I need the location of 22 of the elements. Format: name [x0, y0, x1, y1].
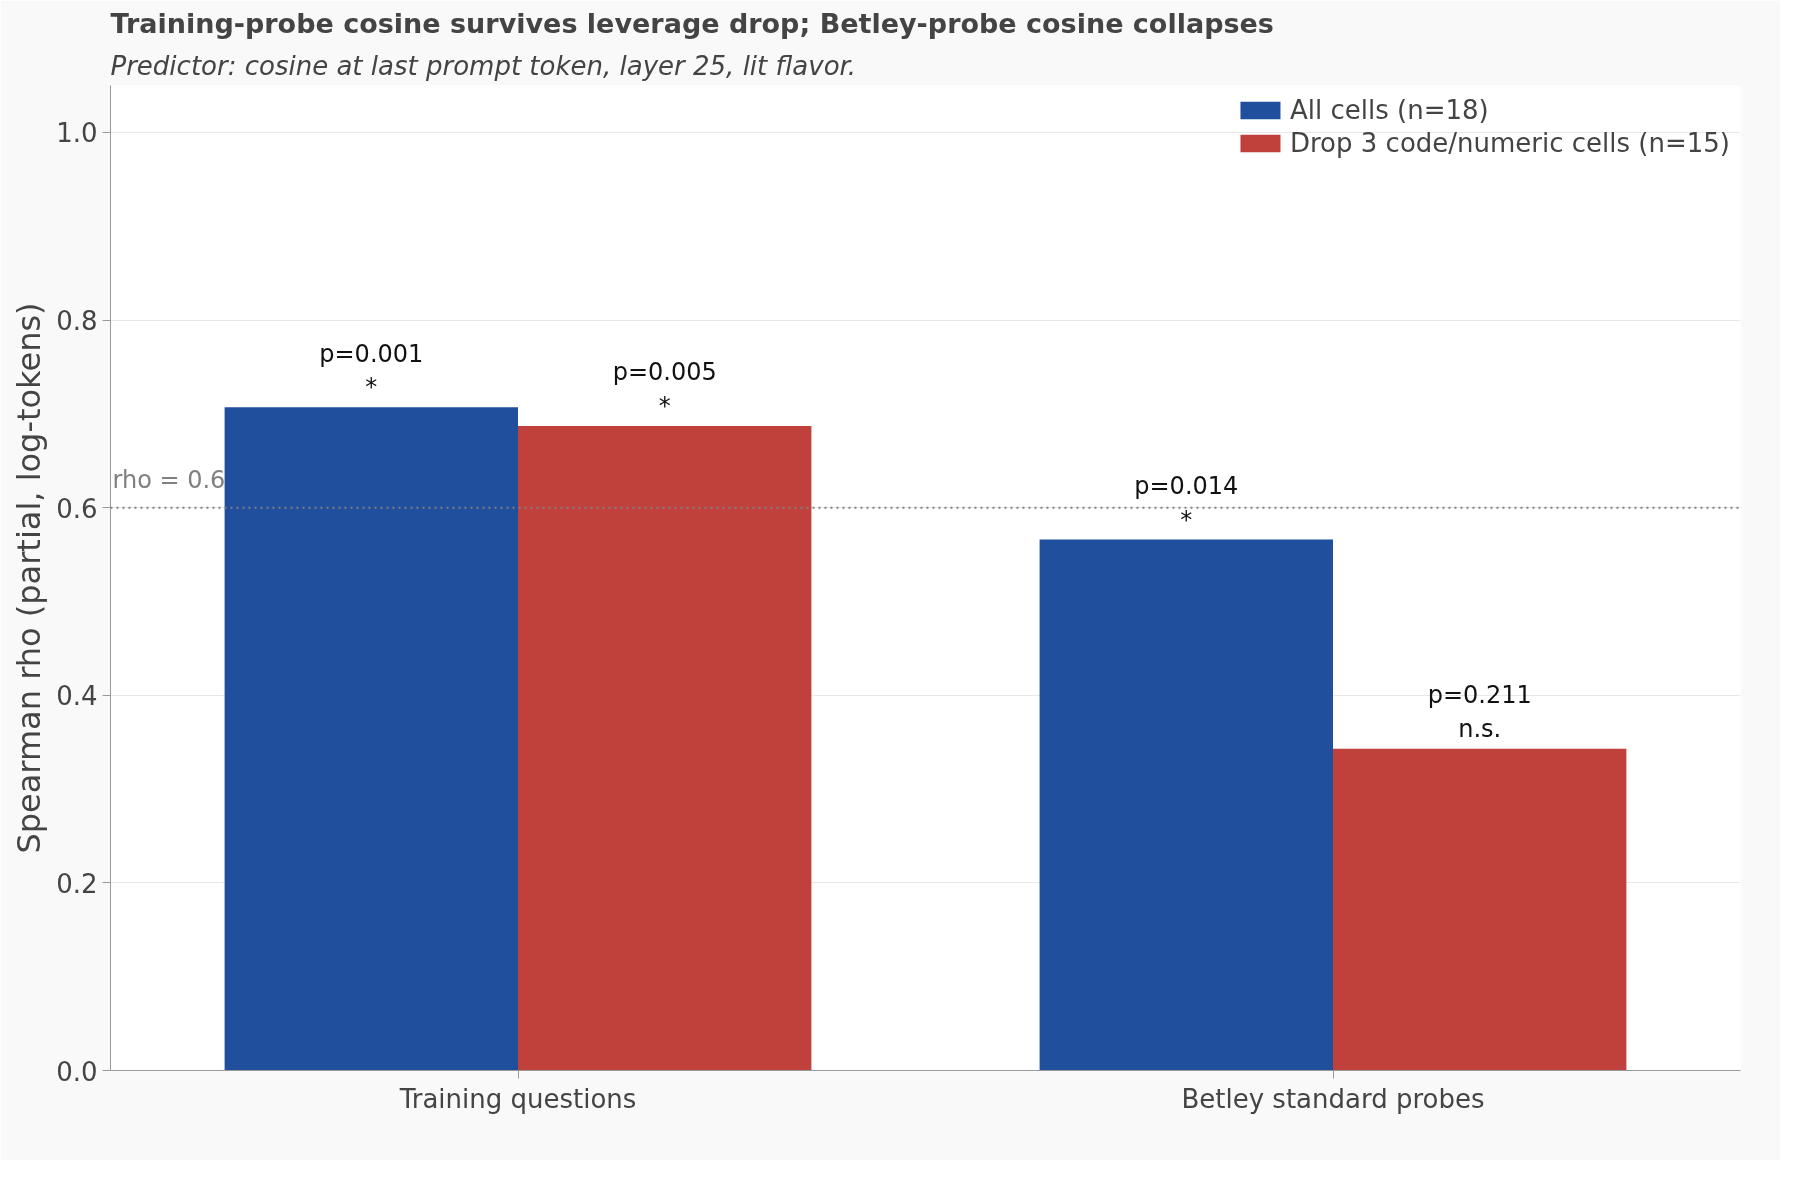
y-tick-label: 0.6: [56, 493, 98, 524]
x-tick-label: Betley standard probes: [1181, 1083, 1485, 1114]
annotation: p=0.001 *: [319, 339, 424, 402]
legend-label: All cells (n=18): [1289, 95, 1489, 125]
chart-title: Training-probe cosine survives leverage drop; Betley-probe cosine collapses: [110, 7, 1274, 39]
annotation: p=0.005 *: [612, 358, 717, 421]
bar: [518, 426, 812, 1071]
annotation: p=0.211 n.s.: [1427, 681, 1532, 743]
y-tick-label: 0.0: [56, 1056, 98, 1087]
y-tick-label: 0.8: [56, 306, 98, 337]
y-tick-label: 1.0: [56, 118, 98, 149]
bar: [1039, 539, 1333, 1071]
chart-subtitle: Predictor: cosine at last prompt token, layer 25, lit flavor.: [110, 50, 857, 81]
y-tick-label: 0.4: [56, 681, 98, 712]
y-axis-title: Spearman rho (partial, log-tokens): [10, 302, 49, 854]
x-tick-label: Training questions: [398, 1083, 637, 1114]
y-tick-label: 0.2: [56, 868, 98, 899]
bar: [224, 407, 518, 1071]
annotation: p=0.014 *: [1134, 471, 1239, 534]
ref-line-label: rho = 0.6: [112, 465, 226, 494]
legend-label: Drop 3 code/numeric cells (n=15): [1289, 128, 1730, 158]
bar: [1333, 748, 1627, 1071]
